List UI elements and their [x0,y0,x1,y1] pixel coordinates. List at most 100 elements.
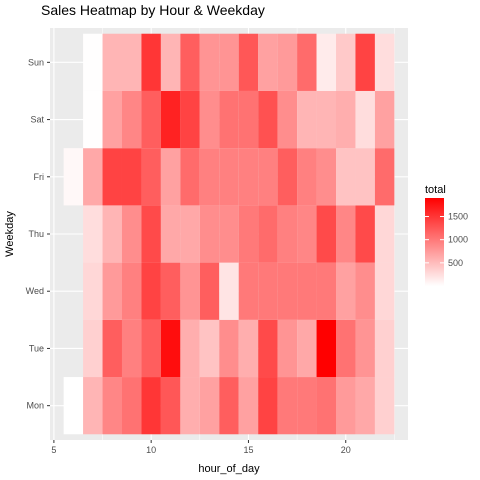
heatmap-tile-sun-18 [297,33,317,91]
heatmap-tile-tue-10 [141,319,161,378]
heatmap-tile-tue-17 [277,319,298,378]
heatmap-tile-tue-13 [199,319,220,378]
heatmap-tile-sat-20 [336,90,356,149]
heatmap-tile-wed-19 [316,262,337,320]
heatmap-tile-thu-10 [141,205,161,263]
heatmap-tile-wed-21 [355,262,375,320]
heatmap-tile-fri-11 [160,148,181,206]
heatmap-tile-fri-8 [102,148,122,206]
heatmap-tile-sun-19 [316,33,337,91]
heatmap-tile-mon-8 [102,377,122,435]
heatmap-tile-fri-10 [141,148,161,206]
heatmap-tile-mon-9 [121,377,142,435]
heatmap-tile-fri-15 [238,148,259,206]
heatmap-tile-sun-12 [180,33,200,91]
y-axis-title: Weekday [4,211,16,257]
heatmap-tile-tue-8 [102,319,122,378]
heatmap-tile-thu-11 [160,205,181,263]
heatmap-tile-wed-16 [258,262,278,320]
heatmap-tile-wed-18 [297,262,317,320]
heatmap-tile-wed-11 [160,262,181,320]
heatmap-tile-wed-15 [238,262,259,320]
legend-break-label: 1500 [448,212,468,222]
heatmap-tile-thu-16 [258,205,278,263]
heatmap-tile-thu-7 [83,205,103,263]
heatmap-tile-mon-10 [141,377,161,435]
heatmap-tile-wed-14 [219,262,239,320]
heatmap-tile-sun-22 [374,33,395,91]
heatmap-tile-mon-11 [160,377,181,435]
color-legend: total 500 1000 1500 [425,184,468,286]
legend-color-bar [425,198,444,286]
heatmap-tile-sun-15 [238,33,259,91]
y-tick-label: Tue [29,343,44,353]
heatmap-tile-thu-8 [102,205,122,263]
y-axis: Mon Tue Wed Thu Fri Sat Sun [26,57,50,411]
heatmap-tile-thu-19 [316,205,337,263]
heatmap-tile-sun-20 [336,33,356,91]
heatmap-tile-tue-22 [374,319,395,378]
heatmap-tile-mon-17 [277,377,298,435]
legend-break-label: 1000 [448,235,468,245]
heatmap-tile-mon-22 [374,377,395,435]
y-tick-label: Sat [30,115,44,125]
heatmap-tile-sat-8 [102,90,122,149]
heatmap-tile-thu-9 [121,205,142,263]
y-tick-label: Fri [34,172,45,182]
heatmap-tile-fri-21 [355,148,375,206]
heatmap-tile-mon-20 [336,377,356,435]
heatmap-tile-tue-19 [316,319,337,378]
heatmap-tile-tue-15 [238,319,259,378]
heatmap-tile-tue-21 [355,319,375,378]
heatmap-tile-thu-17 [277,205,298,263]
heatmap-tile-fri-13 [199,148,220,206]
heatmap-tile-sat-12 [180,90,200,149]
heatmap-tile-fri-17 [277,148,298,206]
heatmap-tile-sun-8 [102,33,122,91]
heatmap-tile-sun-14 [219,33,239,91]
heatmap-tile-sat-7 [83,90,103,149]
y-tick-label: Sun [28,57,44,67]
heatmap-tile-fri-12 [180,148,200,206]
heatmap-tile-sun-11 [160,33,181,91]
heatmap-tile-mon-21 [355,377,375,435]
heatmap-tile-sun-7 [83,33,103,91]
heatmap-tile-wed-10 [141,262,161,320]
x-tick-label: 10 [146,445,156,455]
x-axis-title: hour_of_day [198,463,260,475]
heatmap-tile-thu-21 [355,205,375,263]
heatmap-tile-tue-16 [258,319,278,378]
heatmap-tile-tue-9 [121,319,142,378]
heatmap-tile-sat-19 [316,90,337,149]
heatmap-tile-tue-20 [336,319,356,378]
heatmap-tile-sat-14 [219,90,239,149]
heatmap-tile-thu-22 [374,205,395,263]
heatmap-tile-tue-7 [83,319,103,378]
heatmap-tile-sat-10 [141,90,161,149]
heatmap-tile-tue-12 [180,319,200,378]
heatmap-tile-sun-21 [355,33,375,91]
heatmap-tile-wed-20 [336,262,356,320]
heatmap-tile-sat-17 [277,90,298,149]
heatmap-tile-sat-9 [121,90,142,149]
heatmap-tile-wed-13 [199,262,220,320]
heatmap-tile-thu-13 [199,205,220,263]
heatmap-tile-sat-18 [297,90,317,149]
heatmap-tile-wed-22 [374,262,395,320]
heatmap-tile-wed-7 [83,262,103,320]
legend-title: total [425,184,446,196]
y-tick-label: Wed [26,286,44,296]
heatmap-tile-sun-17 [277,33,298,91]
heatmap-tile-mon-19 [316,377,337,435]
heatmap-tile-sun-13 [199,33,220,91]
heatmap-tile-wed-8 [102,262,122,320]
legend-break-label: 500 [448,258,463,268]
heatmap-tile-sun-16 [258,33,278,91]
heatmap-tile-mon-6 [63,377,84,435]
heatmap-tile-sat-13 [199,90,220,149]
heatmap-tile-fri-9 [121,148,142,206]
heatmap-tile-fri-19 [316,148,337,206]
y-tick-label: Thu [28,229,44,239]
x-axis: 5 10 15 20 [51,440,351,455]
heatmap-tile-sat-21 [355,90,375,149]
